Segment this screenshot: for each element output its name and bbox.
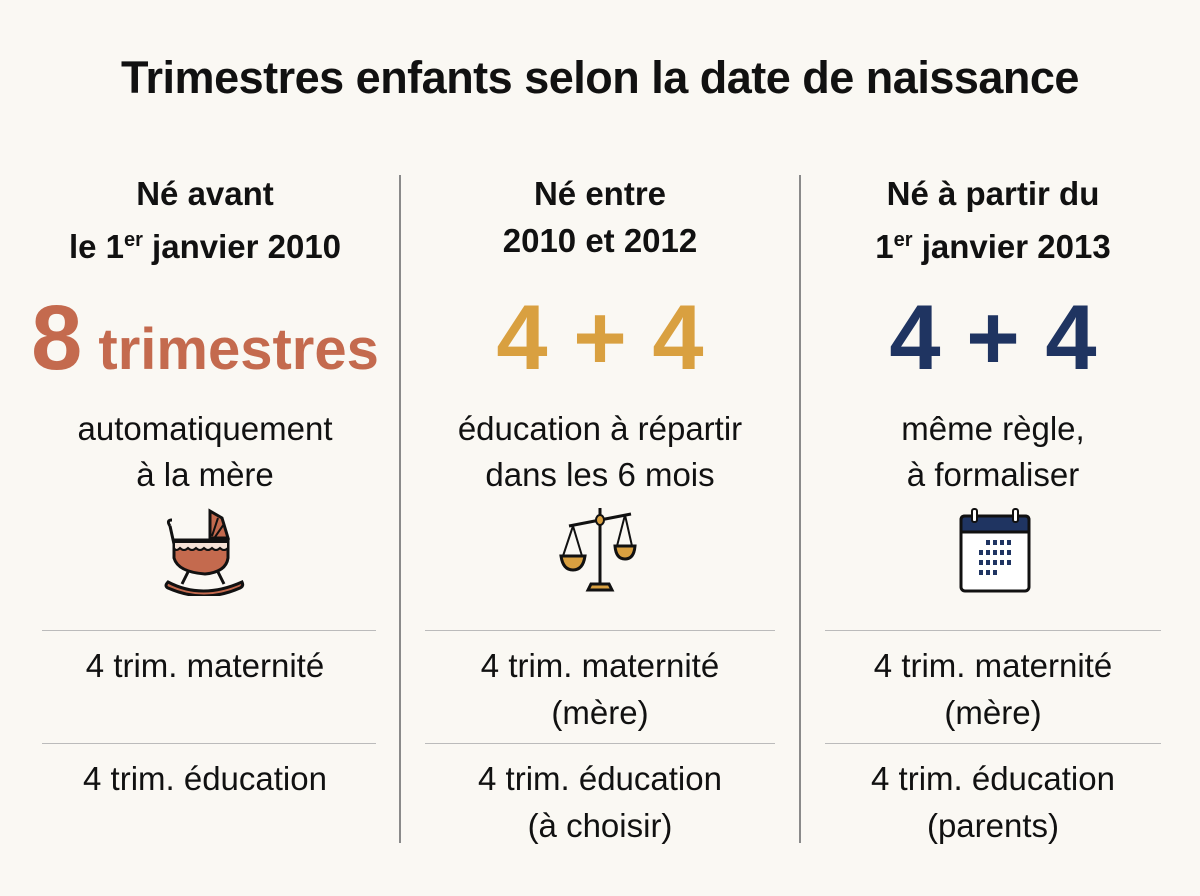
education-row: 4 trim. éducation: [25, 755, 385, 802]
big-count: 4 + 4: [496, 287, 704, 389]
count-number: 8: [31, 287, 83, 389]
row-line: (parents): [926, 807, 1060, 844]
heading-line: 1er janvier 2013: [813, 217, 1173, 270]
heading-line: Né entre: [533, 175, 667, 212]
description: éducation à répartir dans les 6 mois: [420, 406, 780, 506]
maternity-row: 4 trim. maternité (mère): [813, 642, 1173, 736]
row-divider: [42, 630, 376, 631]
description-line: même règle,: [901, 410, 1085, 447]
page-title: Trimestres enfants selon la date de nais…: [121, 52, 1079, 103]
row-divider: [825, 630, 1161, 631]
maternity-row: 4 trim. maternité: [25, 642, 385, 689]
heading-sup: er: [893, 229, 913, 251]
heading-text: le 1: [68, 228, 124, 265]
heading-line: le 1er janvier 2010: [25, 217, 385, 270]
description-line: à formaliser: [906, 456, 1080, 493]
cradle-icon: [25, 506, 385, 596]
column-heading: Né entre 2010 et 2012: [420, 170, 780, 270]
column-divider: [399, 175, 401, 843]
heading-line: Né à partir du: [886, 175, 1100, 212]
column-2010-2012: Né entre 2010 et 2012 4 + 4 éducation à …: [420, 170, 780, 596]
column-heading: Né avant le 1er janvier 2010: [25, 170, 385, 270]
calendar-icon: [813, 506, 1173, 596]
education-row: 4 trim. éducation (à choisir): [420, 755, 780, 849]
row-line: (mère): [944, 694, 1042, 731]
row-line: (mère): [551, 694, 649, 731]
row-line: 4 trim. maternité: [873, 647, 1113, 684]
row-divider: [425, 743, 775, 744]
description-line: à la mère: [136, 456, 274, 493]
description-line: dans les 6 mois: [485, 456, 715, 493]
description-line: éducation à répartir: [457, 410, 743, 447]
big-count: 8 trimestres: [25, 278, 385, 398]
big-count: 4 + 4: [889, 287, 1097, 389]
column-heading: Né à partir du 1er janvier 2013: [813, 170, 1173, 270]
count-unit: trimestres: [82, 317, 379, 382]
row-divider: [825, 743, 1161, 744]
maternity-row: 4 trim. maternité (mère): [420, 642, 780, 736]
heading-line: Né avant: [136, 175, 274, 212]
education-row: 4 trim. éducation (parents): [813, 755, 1173, 849]
scales-icon: [420, 506, 780, 596]
heading-text: janvier 2013: [912, 228, 1111, 265]
heading-text: janvier 2010: [142, 228, 342, 265]
column-before-2010: Né avant le 1er janvier 2010 8 trimestre…: [25, 170, 385, 596]
row-divider: [425, 630, 775, 631]
heading-sup: er: [123, 229, 143, 251]
description: même règle, à formaliser: [813, 406, 1173, 506]
row-line: 4 trim. éducation: [478, 760, 722, 797]
row-divider: [42, 743, 376, 744]
row-line: 4 trim. maternité: [480, 647, 720, 684]
column-from-2013: Né à partir du 1er janvier 2013 4 + 4 mê…: [813, 170, 1173, 596]
heading-text: 1: [875, 228, 894, 265]
row-line: 4 trim. éducation: [871, 760, 1115, 797]
heading-line: 2010 et 2012: [502, 222, 698, 259]
row-line: 4 trim. maternité: [85, 647, 325, 684]
description: automatiquement à la mère: [25, 406, 385, 506]
column-divider: [799, 175, 801, 843]
row-line: (à choisir): [527, 807, 673, 844]
description-line: automatiquement: [77, 410, 333, 447]
row-line: 4 trim. éducation: [83, 760, 327, 797]
